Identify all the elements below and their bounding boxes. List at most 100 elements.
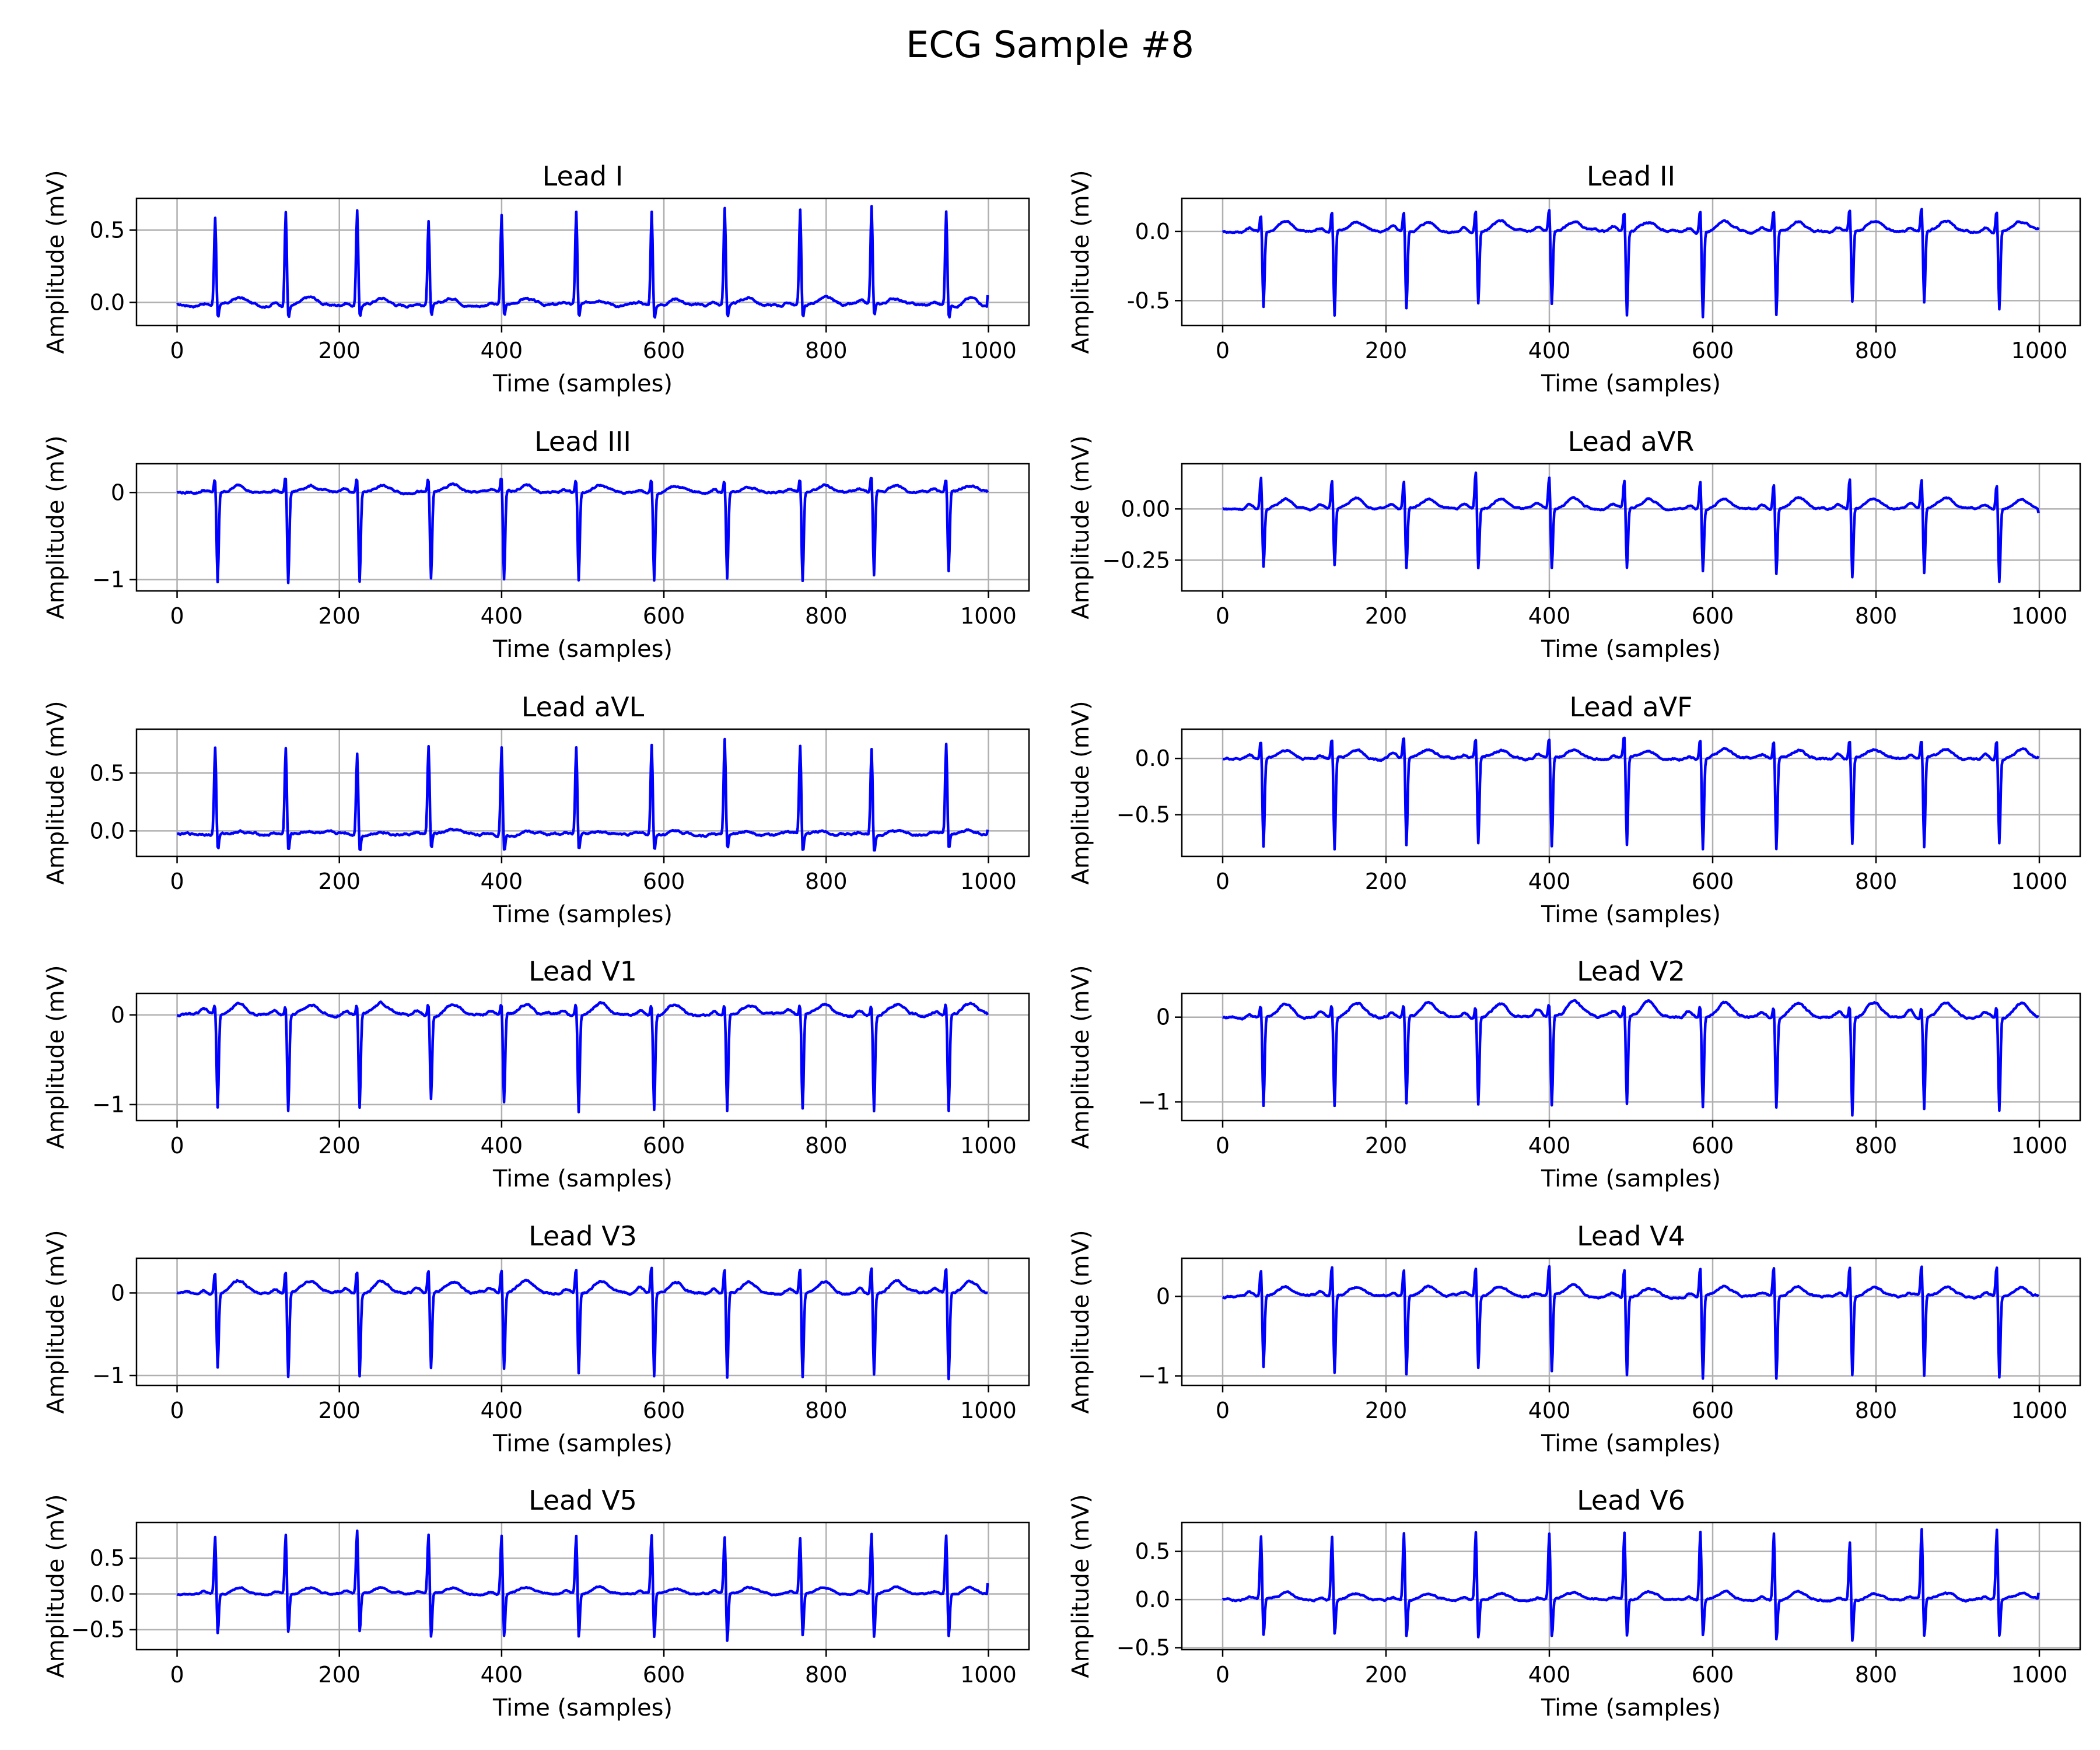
y-tick-label: 0	[111, 1280, 125, 1306]
x-axis-label: Time (samples)	[1541, 1430, 1721, 1457]
plot-frame	[1181, 463, 2081, 592]
x-tick-label: 0	[1216, 603, 1230, 629]
x-tick-label: 200	[1365, 1662, 1408, 1688]
y-axis-label: Amplitude (mV)	[43, 435, 69, 619]
subplot-lead-v3: 0 200 400 600 800 1000 −1 0 Lead V3 Time (samples…	[43, 1220, 1030, 1457]
ecg-trace	[1222, 1528, 2040, 1642]
x-tick-label: 600	[1692, 603, 1734, 629]
subplot-title: Lead aVR	[1568, 426, 1695, 457]
x-tick-label: 1000	[960, 1662, 1017, 1688]
x-tick-label: 1000	[2011, 1662, 2068, 1688]
subplot-title: Lead V4	[1577, 1220, 1685, 1252]
subplot-lead-v1: 0 200 400 600 800 1000 −1 0 Lead V1 Time (samples…	[43, 956, 1030, 1192]
x-axis-label: Time (samples)	[492, 901, 673, 928]
y-tick-label: 0	[1156, 1005, 1170, 1030]
x-tick-label: 200	[318, 869, 360, 894]
x-tick-label: 600	[1692, 869, 1734, 894]
x-tick-label: 0	[170, 1133, 184, 1158]
y-tick-label: −1	[1138, 1363, 1170, 1389]
x-tick-label: 400	[481, 869, 523, 894]
x-tick-label: 1000	[2011, 603, 2068, 629]
x-tick-label: 800	[805, 603, 848, 629]
subplot-title: Lead aVF	[1569, 691, 1692, 723]
x-tick-label: 400	[1528, 1662, 1571, 1688]
subplot-title: Lead II	[1587, 160, 1675, 192]
y-tick-label: −1	[92, 1363, 125, 1388]
y-tick-label: 0.00	[1121, 496, 1170, 522]
x-axis-label: Time (samples)	[1541, 1166, 1721, 1192]
plot-frame	[1181, 197, 2081, 327]
x-tick-label: 0	[1216, 1662, 1230, 1688]
x-tick-label: 600	[1692, 338, 1734, 363]
x-tick-label: 600	[643, 1398, 685, 1423]
x-tick-label: 400	[481, 1662, 523, 1688]
y-axis-label: Amplitude (mV)	[1068, 701, 1094, 884]
x-tick-label: 200	[318, 1133, 360, 1158]
x-tick-label: 0	[1216, 1133, 1230, 1158]
subplot-title: Lead V1	[528, 956, 637, 987]
x-tick-label: 800	[805, 1398, 848, 1423]
plot-frame	[1181, 728, 2081, 858]
y-tick-label: 0.5	[90, 760, 125, 786]
y-tick-label: −1	[92, 567, 125, 593]
x-tick-label: 200	[1365, 603, 1408, 629]
x-tick-label: 400	[1528, 869, 1571, 894]
subplot-title: Lead I	[542, 160, 624, 192]
x-tick-label: 0	[170, 338, 184, 363]
subplot-title: Lead aVL	[522, 691, 645, 723]
x-tick-label: 0	[1216, 1398, 1230, 1423]
y-tick-label: −0.5	[1116, 1635, 1170, 1661]
x-tick-label: 800	[805, 869, 848, 894]
ecg-trace	[1222, 999, 2040, 1117]
y-tick-label: 0	[111, 1002, 125, 1028]
x-tick-label: 1000	[2011, 869, 2068, 894]
y-tick-label: -0.5	[1127, 288, 1170, 313]
plot-frame	[135, 992, 1030, 1122]
x-tick-label: 800	[805, 1662, 848, 1688]
x-tick-label: 400	[1528, 338, 1571, 363]
x-tick-label: 800	[1855, 1133, 1898, 1158]
y-tick-label: 0.0	[90, 1581, 125, 1606]
y-axis-label: Amplitude (mV)	[1068, 965, 1094, 1149]
x-tick-label: 800	[1855, 1398, 1898, 1423]
x-tick-label: 0	[1216, 338, 1230, 363]
subplot-lead-v4: 0 200 400 600 800 1000 −1 0 Lead V4 Time (samples…	[1068, 1220, 2081, 1457]
subplot-lead-v2: 0 200 400 600 800 1000 −1 0 Lead V2 Time (samples…	[1068, 956, 2081, 1192]
x-tick-label: 600	[643, 1133, 685, 1158]
x-tick-label: 200	[318, 603, 360, 629]
x-tick-label: 0	[170, 869, 184, 894]
x-tick-label: 0	[1216, 869, 1230, 894]
ecg-trace	[176, 205, 989, 319]
subplot-lead-avl: 0 200 400 600 800 1000 0.0 0.5 Lead aVL Time (sam…	[43, 691, 1030, 928]
x-tick-label: 0	[170, 1662, 184, 1688]
plot-frame	[135, 463, 1030, 592]
x-tick-label: 400	[1528, 603, 1571, 629]
x-tick-label: 800	[805, 1133, 848, 1158]
x-tick-label: 400	[1528, 1398, 1571, 1423]
x-axis-label: Time (samples)	[492, 636, 673, 663]
x-tick-label: 800	[1855, 603, 1898, 629]
y-tick-label: 0.0	[1135, 746, 1170, 771]
x-axis-label: Time (samples)	[1541, 1695, 1721, 1721]
ecg-trace	[1222, 1265, 2040, 1380]
x-tick-label: 600	[643, 338, 685, 363]
ecg-trace	[1222, 471, 2040, 583]
x-tick-label: 200	[1365, 1398, 1408, 1423]
x-tick-label: 800	[805, 338, 848, 363]
y-axis-label: Amplitude (mV)	[1068, 170, 1094, 354]
y-axis-label: Amplitude (mV)	[43, 170, 69, 354]
subplot-lead-iii: 0 200 400 600 800 1000 −1 0 Lead III Time (sample…	[43, 426, 1030, 663]
x-tick-label: 1000	[960, 1398, 1017, 1423]
x-tick-label: 400	[481, 603, 523, 629]
x-axis-label: Time (samples)	[1541, 370, 1721, 397]
x-tick-label: 600	[1692, 1662, 1734, 1688]
y-tick-label: 0.0	[1135, 219, 1170, 244]
x-tick-label: 800	[1855, 1662, 1898, 1688]
y-tick-label: 0.5	[90, 218, 125, 243]
plot-frame	[1181, 992, 2081, 1122]
x-axis-label: Time (samples)	[492, 1430, 673, 1457]
x-tick-label: 1000	[2011, 1133, 2068, 1158]
plot-frame	[135, 728, 1030, 858]
x-axis-label: Time (samples)	[492, 1695, 673, 1721]
x-tick-label: 1000	[960, 869, 1017, 894]
